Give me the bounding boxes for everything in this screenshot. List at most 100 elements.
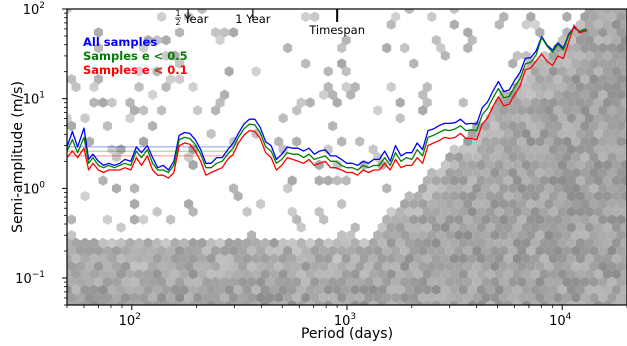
hexbin-cell — [557, 191, 567, 202]
hexbin-cell — [602, 35, 612, 46]
hexbin-cell — [260, 253, 270, 264]
hexbin-cell — [382, 276, 392, 288]
hexbin-cell — [575, 50, 585, 61]
hexbin-cell — [490, 167, 500, 178]
hexbin-cell — [539, 269, 549, 280]
hexbin-cell — [166, 292, 176, 303]
hexbin-cell — [562, 105, 572, 116]
hexbin-cell — [508, 245, 518, 256]
hexbin-cell — [341, 284, 351, 295]
hexbin-cell — [620, 97, 627, 108]
hexbin-cell — [224, 269, 234, 280]
hexbin-cell — [598, 245, 608, 256]
hexbin-cell — [566, 128, 576, 139]
hexbin-cell — [292, 136, 302, 147]
hexbin-cell — [616, 152, 626, 163]
hexbin-cell — [589, 230, 599, 241]
hexbin-cell — [485, 128, 495, 139]
hexbin-cell — [400, 230, 410, 241]
hexbin-cell — [508, 167, 518, 178]
hexbin-cell — [364, 245, 374, 256]
hexbin-cell — [449, 206, 459, 217]
hexbin-cell — [292, 214, 302, 225]
hexbin-cell — [589, 261, 599, 272]
hexbin-cell — [553, 261, 563, 272]
hexbin-cell — [134, 300, 144, 305]
hexbin-cell — [269, 269, 279, 280]
hexbin-cell — [575, 128, 585, 139]
hexbin-cell — [530, 269, 540, 280]
hexbin-cell — [476, 191, 486, 202]
hexbin-cell — [499, 276, 509, 288]
hexbin-cell — [485, 159, 495, 171]
hexbin-cell — [458, 97, 468, 108]
hexbin-cell — [76, 245, 85, 256]
hexbin-cell — [328, 89, 338, 100]
hexbin-cell — [580, 11, 590, 22]
hexbin-cell — [535, 27, 545, 38]
hexbin-cell — [476, 237, 486, 249]
hexbin-cell — [458, 269, 468, 280]
hexbin-cell — [481, 167, 491, 178]
hexbin-cell — [589, 27, 599, 38]
hexbin-cell — [395, 269, 405, 280]
hexbin-cell — [481, 276, 491, 288]
hexbin-cell — [409, 261, 419, 272]
hexbin-cell — [571, 58, 581, 69]
hexbin-cell — [94, 292, 103, 303]
hexbin-cell — [224, 66, 234, 77]
hexbin-cell — [526, 183, 536, 194]
hexbin-cell — [593, 35, 603, 46]
hexbin-cell — [445, 292, 455, 303]
period-marker-label: Year — [183, 12, 209, 26]
hexbin-cell — [593, 144, 603, 155]
hexbin-cell — [557, 81, 567, 93]
hexbin-cell — [580, 214, 590, 225]
hexbin-cell — [391, 245, 401, 256]
hexbin-cell — [530, 253, 540, 264]
hexbin-cell — [323, 81, 333, 93]
hexbin-cell — [233, 253, 243, 264]
hexbin-cell — [598, 89, 608, 100]
hexbin-cell — [341, 237, 351, 249]
hexbin-cell — [215, 300, 225, 305]
hexbin-cell — [350, 237, 360, 249]
hexbin-cell — [377, 237, 387, 249]
hexbin-cell — [476, 284, 486, 295]
hexbin-cell — [584, 50, 594, 61]
hexbin-cell — [373, 105, 383, 116]
hexbin-cell — [71, 81, 81, 93]
hexbin-cell — [607, 183, 617, 194]
hexbin-cell — [67, 261, 76, 272]
hexbin-cell — [611, 206, 621, 217]
hexbin-cell — [98, 269, 108, 280]
hexbin-cell — [179, 253, 189, 264]
hexbin-cell — [463, 42, 473, 54]
hexbin-cell — [620, 50, 627, 61]
hexbin-cell — [337, 58, 347, 69]
hexbin-cell — [85, 292, 94, 303]
hexbin-cell — [121, 261, 130, 272]
hexbin-cell — [404, 222, 414, 233]
hexbin-cell — [409, 58, 419, 69]
hexbin-density-layer — [67, 9, 627, 305]
hexbin-cell — [377, 159, 387, 171]
hexbin-cell — [512, 237, 522, 249]
hexbin-cell — [404, 9, 414, 15]
hexbin-cell — [422, 81, 432, 93]
hexbin-cell — [301, 245, 311, 256]
hexbin-cell — [89, 284, 99, 295]
hexbin-cell — [436, 245, 446, 256]
hexbin-cell — [247, 261, 257, 272]
hexbin-cell — [85, 245, 94, 256]
hexbin-cell — [377, 269, 387, 280]
hexbin-cell — [584, 191, 594, 202]
hexbin-cell — [557, 300, 567, 305]
hexbin-cell — [314, 300, 324, 305]
hexbin-cell — [566, 113, 576, 124]
hexbin-cell — [323, 237, 333, 249]
hexbin-cell — [575, 191, 585, 202]
hexbin-cell — [575, 300, 585, 305]
hexbin-cell — [278, 284, 288, 295]
hexbin-cell — [229, 27, 239, 38]
